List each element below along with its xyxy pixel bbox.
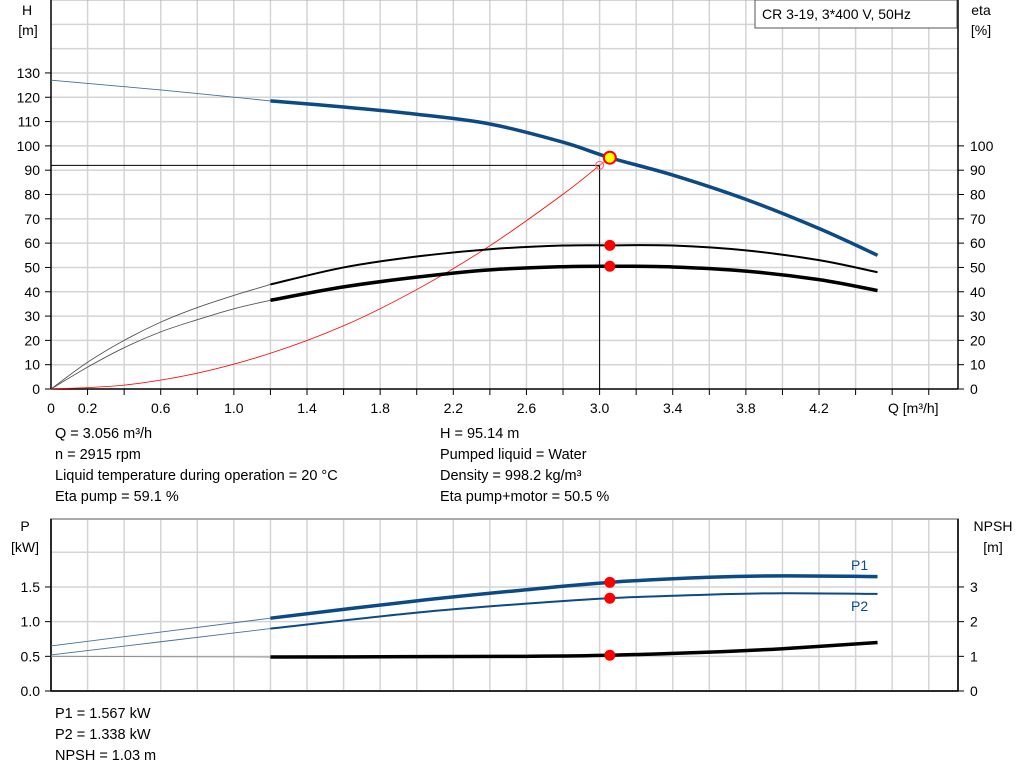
head-curve [270,99,879,257]
eta-tick-label: 40 [970,284,986,300]
x-tick-label: 0.6 [151,400,171,416]
system-curve [50,165,600,390]
h-tick-label: 80 [24,187,40,203]
info-q: Q = 3.056 m³/h [55,426,153,442]
p-tick-label: 0.5 [21,648,41,664]
h-tick-label: 90 [24,162,40,178]
npsh-duty-marker [604,649,616,661]
duty-point-marker [602,150,617,165]
info-npsh: NPSH = 1.03 m [55,748,157,764]
head-curve-extrapolated [50,79,271,102]
p1-curve-extrapolated [50,617,271,647]
info-p1: P1 = 1.567 kW [55,706,151,722]
info-temperature: Liquid temperature during operation = 20… [55,468,338,484]
x-tick-label: 1.0 [224,400,244,416]
eta-tick-label: 50 [970,259,986,275]
h-tick-label: 110 [18,114,41,130]
x-tick-label: 1.4 [297,400,317,416]
h-tick-label: 60 [24,235,40,251]
eta-pump-curve [270,244,878,286]
top-grid [50,0,959,395]
chart-marks [50,79,879,661]
p2-duty-marker [604,592,616,604]
eta-axis-label: eta [971,2,991,18]
eta-tick-label: 10 [970,357,986,373]
info-h: H = 95.14 m [440,426,520,442]
eta-pump-duty-marker [604,239,616,251]
eta-pump-motor-duty-marker [604,260,616,272]
eta-pump-curve-extrapolated [50,284,271,390]
h-tick-label: 10 [24,357,40,373]
eta-tick-label: 100 [970,138,994,154]
eta-axis-unit: [%] [971,22,991,38]
eta-pump-motor-curve-extrapolated [50,299,271,390]
eta-tick-label: 0 [970,381,978,397]
npsh-axis-label: NPSH [974,518,1013,534]
p-tick-label: 0.0 [21,683,41,699]
npsh-curve [270,640,878,659]
h-axis-label: H [22,2,32,18]
h-tick-label: 50 [24,259,40,275]
h-tick-label: 20 [24,332,40,348]
npsh-tick-label: 1 [970,648,978,664]
info-eta-pump-motor: Eta pump+motor = 50.5 % [440,489,610,505]
x-tick-label: 3.0 [590,400,610,416]
bottom-grid [50,518,959,692]
chart-title: CR 3-19, 3*400 V, 50Hz [762,6,911,22]
x-tick-label: 0 [47,400,55,416]
eta-tick-label: 30 [970,308,986,324]
x-tick-label: 4.2 [809,400,829,416]
eta-tick-label: 70 [970,211,986,227]
x-tick-label: 2.6 [517,400,537,416]
p2-curve [270,592,878,630]
eta-pump-motor-curve [270,264,878,302]
x-axis-label: Q [m³/h] [888,400,939,416]
npsh-axis-unit: [m] [983,539,1002,555]
npsh-tick-label: 3 [970,579,978,595]
eta-tick-label: 90 [970,162,986,178]
p-axis-unit: [kW] [11,539,39,555]
p-tick-label: 1.5 [21,579,41,595]
info-density: Density = 998.2 kg/m³ [440,468,582,484]
npsh-tick-label: 0 [970,683,978,699]
npsh-tick-label: 2 [970,614,978,630]
info-liquid: Pumped liquid = Water [440,447,587,463]
p-tick-label: 1.0 [21,614,41,630]
h-tick-label: 100 [17,138,41,154]
eta-tick-label: 80 [970,187,986,203]
p1-curve [270,574,878,620]
info-p2: P2 = 1.338 kW [55,727,151,743]
p2-curve-extrapolated [50,628,271,656]
title-box [754,0,958,29]
h-axis-unit: [m] [18,22,37,38]
x-tick-label: 1.8 [370,400,390,416]
x-tick-label: 3.8 [736,400,756,416]
x-tick-label: 3.4 [663,400,683,416]
h-tick-label: 120 [17,89,41,105]
eta-tick-label: 60 [970,235,986,251]
p-axis-label: P [20,518,29,534]
h-tick-label: 40 [24,284,40,300]
eta-tick-label: 20 [970,332,986,348]
p2-series-label: P2 [851,598,868,614]
p1-series-label: P1 [851,557,868,573]
h-tick-label: 0 [32,381,40,397]
info-speed: n = 2915 rpm [55,447,141,463]
h-tick-label: 130 [17,65,41,81]
p1-duty-marker [604,576,616,588]
info-eta-pump: Eta pump = 59.1 % [55,489,179,505]
chart-labels: H [m] eta [%] CR 3-19, 3*400 V, 50Hz Q [… [11,0,1012,699]
npsh-curve-extrapolated [50,655,271,658]
h-tick-label: 70 [24,211,40,227]
x-tick-label: 0.2 [78,400,98,416]
h-tick-label: 30 [24,308,40,324]
requested-point-marker [595,160,605,170]
x-tick-label: 2.2 [444,400,464,416]
